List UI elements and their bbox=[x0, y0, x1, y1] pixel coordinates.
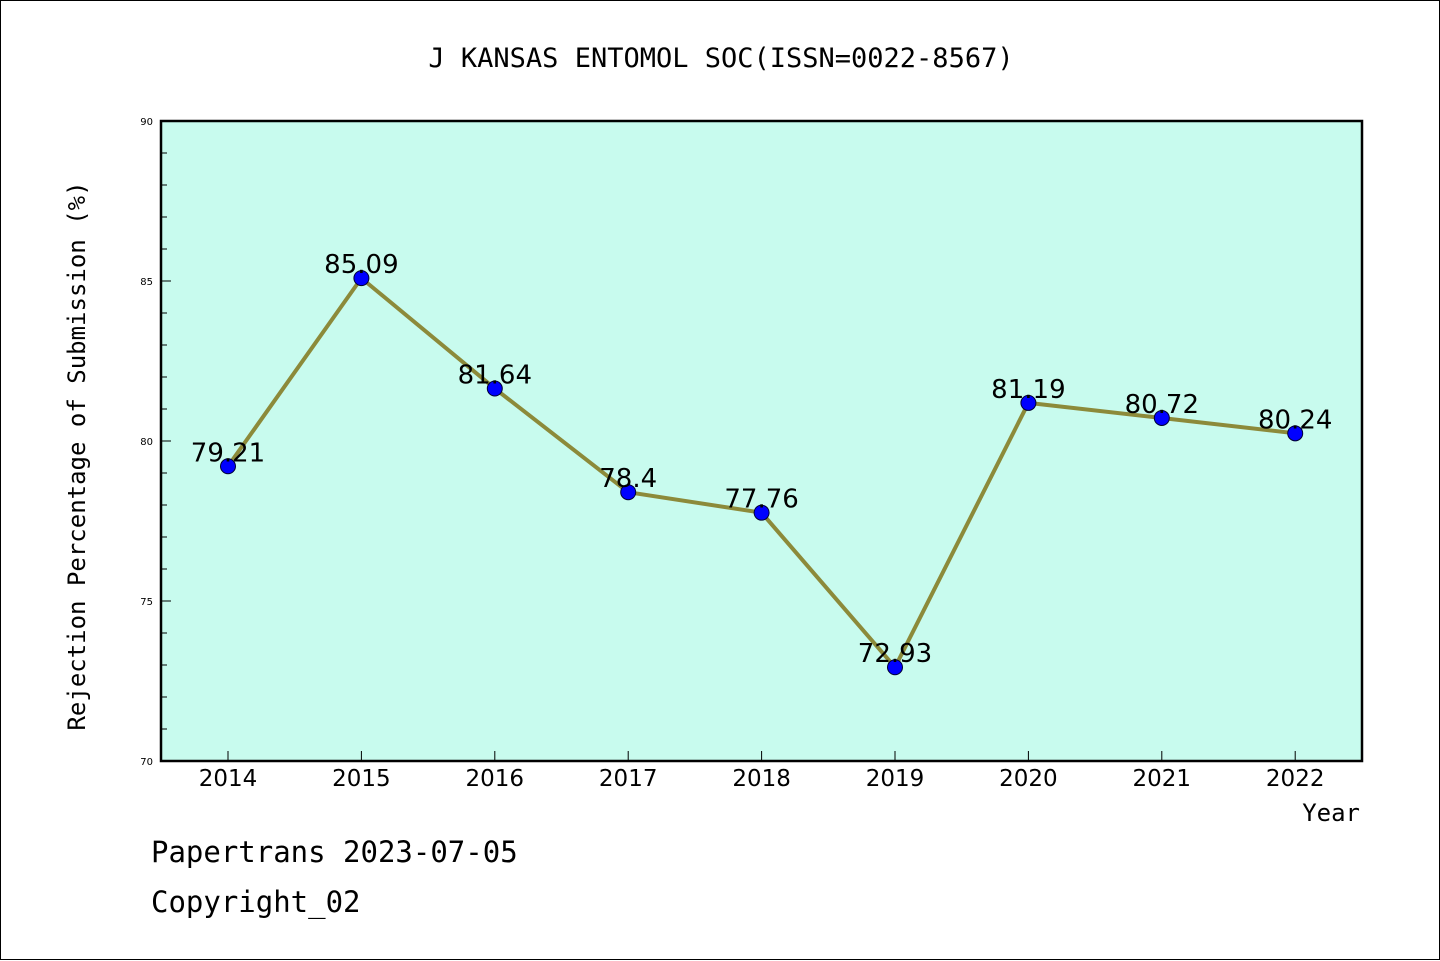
x-tick-label: 2018 bbox=[732, 766, 791, 792]
data-point bbox=[620, 484, 637, 501]
y-tick-label: 90 bbox=[140, 117, 153, 128]
data-label: 77.76 bbox=[724, 485, 798, 515]
data-label: 81.19 bbox=[991, 375, 1065, 405]
x-axis-label: Year bbox=[1302, 799, 1360, 827]
data-label: 81.64 bbox=[458, 361, 532, 391]
x-tick-label: 2016 bbox=[466, 766, 525, 792]
footer-date-line: Papertrans 2023-07-05 bbox=[151, 835, 518, 869]
x-axis: 2014 2015 2016 2017 2018 2019 2020 2021 2022 bbox=[199, 751, 1325, 792]
data-label: 80.72 bbox=[1125, 390, 1199, 420]
x-tick-label: 2017 bbox=[599, 766, 658, 792]
footer-copyright-line: Copyright_02 bbox=[151, 885, 361, 919]
data-label: 72.93 bbox=[858, 639, 932, 669]
data-point bbox=[753, 504, 770, 521]
data-point bbox=[1153, 409, 1170, 426]
data-label: 79.21 bbox=[191, 438, 265, 468]
data-label: 78.4 bbox=[599, 464, 657, 494]
data-point bbox=[1287, 425, 1304, 442]
y-tick-label: 75 bbox=[140, 597, 153, 608]
data-labels: 79.21 85.09 81.64 78.4 77.76 72.93 81.19 80.72 8… bbox=[191, 250, 1333, 669]
x-tick-label: 2014 bbox=[199, 766, 258, 792]
data-point bbox=[1020, 394, 1037, 411]
x-tick-label: 2015 bbox=[332, 766, 391, 792]
data-label: 85.09 bbox=[324, 250, 398, 280]
data-point bbox=[887, 659, 903, 676]
data-label: 80.24 bbox=[1258, 405, 1332, 435]
x-tick-label: 2022 bbox=[1266, 766, 1325, 792]
x-tick-label: 2020 bbox=[999, 766, 1058, 792]
plot-area bbox=[161, 121, 1362, 761]
data-point bbox=[353, 270, 370, 287]
x-tick-label: 2019 bbox=[866, 766, 925, 792]
y-tick-label: 80 bbox=[140, 437, 153, 448]
series-markers bbox=[220, 270, 1304, 676]
data-point bbox=[486, 380, 503, 397]
y-tick-label: 70 bbox=[140, 757, 153, 768]
chart-title: J KANSAS ENTOMOL SOC(ISSN=0022-8567) bbox=[428, 43, 1013, 74]
data-point bbox=[220, 458, 236, 475]
y-axis-label: Rejection Percentage of Submission (%) bbox=[63, 181, 91, 730]
x-tick-label: 2021 bbox=[1133, 766, 1192, 792]
plot-frame bbox=[159, 119, 1364, 763]
y-tick-label: 85 bbox=[140, 277, 153, 288]
